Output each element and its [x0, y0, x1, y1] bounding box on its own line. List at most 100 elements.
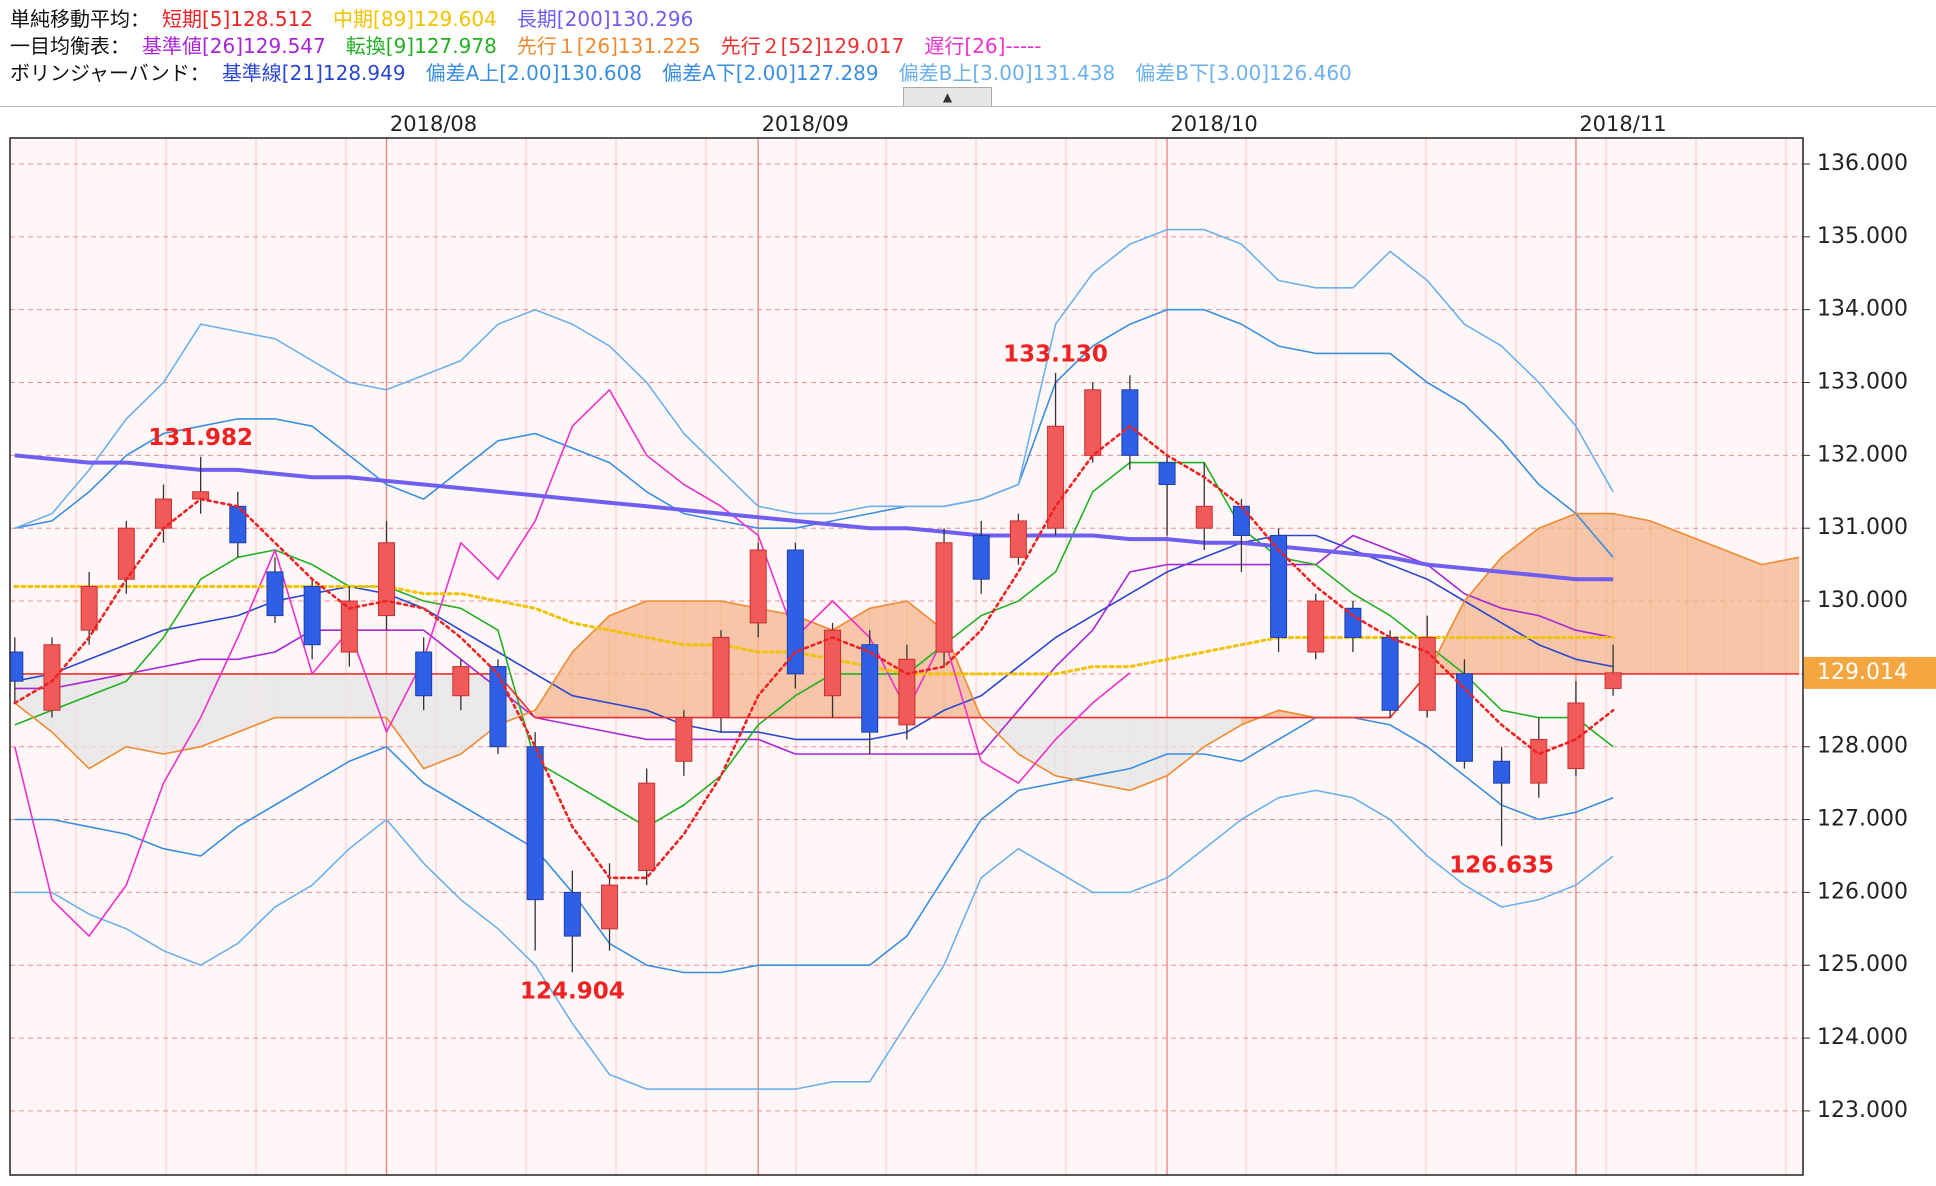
- candle-body: [1307, 600, 1325, 653]
- candle-body: [1493, 760, 1511, 784]
- legend-entry: 転換[9]127.978: [345, 34, 497, 58]
- indicator-line: [14, 789, 1614, 1090]
- candle-body: [601, 884, 619, 930]
- candle-body: [972, 534, 990, 580]
- legend-entry: 偏差A下[2.00]127.289: [662, 61, 879, 85]
- legend-entry: 先行２[52]129.017: [720, 34, 905, 58]
- price-annotation: 126.635: [1449, 853, 1554, 879]
- candle-body: [266, 571, 284, 617]
- y-tick-label: 124.000: [1817, 1025, 1908, 1050]
- candle-body: [1530, 738, 1548, 784]
- y-tick-label: 134.000: [1817, 297, 1908, 322]
- indicator-line: [14, 461, 1614, 828]
- candle-body: [80, 585, 98, 631]
- candle-body: [786, 549, 804, 675]
- x-tick-label: 2018/08: [390, 112, 477, 136]
- candle-body: [1604, 672, 1622, 689]
- candle-body: [1009, 520, 1027, 558]
- cloud-segment: [646, 600, 685, 718]
- legend-row: 一目均衡表： 基準値[26]129.547 転換[9]127.978 先行１[26]1…: [10, 32, 1041, 60]
- candle-body: [452, 666, 470, 697]
- y-tick-label: 133.000: [1817, 370, 1908, 395]
- legend-entry: 先行１[26]131.225: [516, 34, 701, 58]
- candle-body: [1344, 607, 1362, 638]
- cloud-segment: [1092, 717, 1131, 791]
- candle-body: [10, 651, 24, 682]
- candle-body: [935, 542, 953, 653]
- cloud-segment: [1687, 535, 1725, 675]
- candle-body: [712, 636, 730, 719]
- candle-body: [489, 666, 507, 748]
- candle-body: [749, 549, 767, 624]
- cloud-segment: [163, 673, 201, 755]
- indicator-line: [14, 228, 1614, 529]
- y-tick-label: 136.000: [1817, 151, 1908, 176]
- price-annotation: 124.904: [520, 979, 625, 1005]
- cloud-segment: [1650, 520, 1688, 675]
- candle-body: [415, 651, 433, 697]
- candle-body: [1121, 389, 1139, 456]
- legend-group-label: ボリンジャーバンド：: [10, 61, 210, 85]
- legend-entry: 中期[89]129.604: [333, 7, 497, 31]
- candle-body: [1418, 636, 1436, 711]
- candle-body: [1270, 534, 1288, 638]
- y-tick-label: 130.000: [1817, 588, 1908, 613]
- x-tick-label: 2018/10: [1170, 112, 1257, 136]
- legend-entry: 短期[5]128.512: [162, 7, 314, 31]
- legend-entry: 長期[200]130.296: [516, 7, 694, 31]
- y-tick-label: 128.000: [1817, 734, 1908, 759]
- y-tick-label: 125.000: [1817, 952, 1908, 977]
- candle-body: [1158, 462, 1176, 485]
- candle-body: [638, 782, 656, 872]
- cloud-segment: [609, 600, 647, 718]
- candle-body: [1084, 389, 1102, 456]
- candle-body: [675, 717, 693, 762]
- legend-row: 単純移動平均： 短期[5]128.512 中期[89]129.604 長期[200]1…: [10, 5, 693, 33]
- candle-body: [1455, 673, 1473, 762]
- legend-entry: 偏差A上[2.00]130.608: [425, 61, 643, 85]
- candle-body: [824, 629, 842, 697]
- cloud-segment: [311, 673, 350, 718]
- indicator-line: [14, 453, 1614, 582]
- y-tick-label: 135.000: [1817, 224, 1908, 249]
- legend-entry: 遅行[26]-----: [924, 34, 1042, 58]
- last-price-label: 129.014: [1817, 660, 1908, 685]
- collapse-button[interactable]: ▲: [903, 87, 992, 106]
- candle-body: [563, 891, 581, 937]
- indicator-line: [14, 534, 1614, 755]
- y-tick-label: 126.000: [1817, 879, 1908, 904]
- plot-frame: [9, 137, 1804, 1176]
- y-tick-label: 131.000: [1817, 515, 1908, 540]
- legend-row: ボリンジャーバンド： 基準線[21]128.949 偏差A上[2.00]130.60…: [10, 59, 1352, 87]
- candle-body: [861, 644, 879, 733]
- candle-body: [1567, 702, 1585, 770]
- legend-entry: 偏差B上[3.00]131.438: [898, 61, 1116, 85]
- legend-group-label: 単純移動平均：: [10, 7, 150, 31]
- plot-layer: [10, 138, 1803, 1175]
- candle-body: [1195, 505, 1213, 529]
- price-annotation: 133.130: [1003, 342, 1108, 368]
- candle-body: [340, 600, 358, 653]
- cloud-segment: [1055, 717, 1093, 784]
- indicator-line: [13, 424, 1615, 880]
- candle-body: [303, 585, 321, 646]
- x-tick-label: 2018/11: [1579, 112, 1666, 136]
- legend-entry: 偏差B下[3.00]126.460: [1135, 61, 1352, 85]
- y-tick-label: 132.000: [1817, 442, 1908, 467]
- candle-body: [1381, 636, 1399, 711]
- cloud-segment: [1612, 513, 1651, 675]
- candle-body: [1232, 505, 1250, 536]
- candle-body: [43, 644, 61, 711]
- candle-body: [1047, 425, 1065, 529]
- y-tick-label: 127.000: [1817, 807, 1908, 832]
- legend-entry: 基準線[21]128.949: [221, 61, 406, 85]
- candle-body: [898, 658, 916, 726]
- cloud-segment: [1538, 513, 1577, 675]
- x-tick-label: 2018/09: [762, 112, 849, 136]
- candle-body: [378, 542, 395, 617]
- candle-body: [526, 746, 544, 901]
- cloud-segment: [1761, 557, 1800, 675]
- last-price-box: [1804, 656, 1936, 689]
